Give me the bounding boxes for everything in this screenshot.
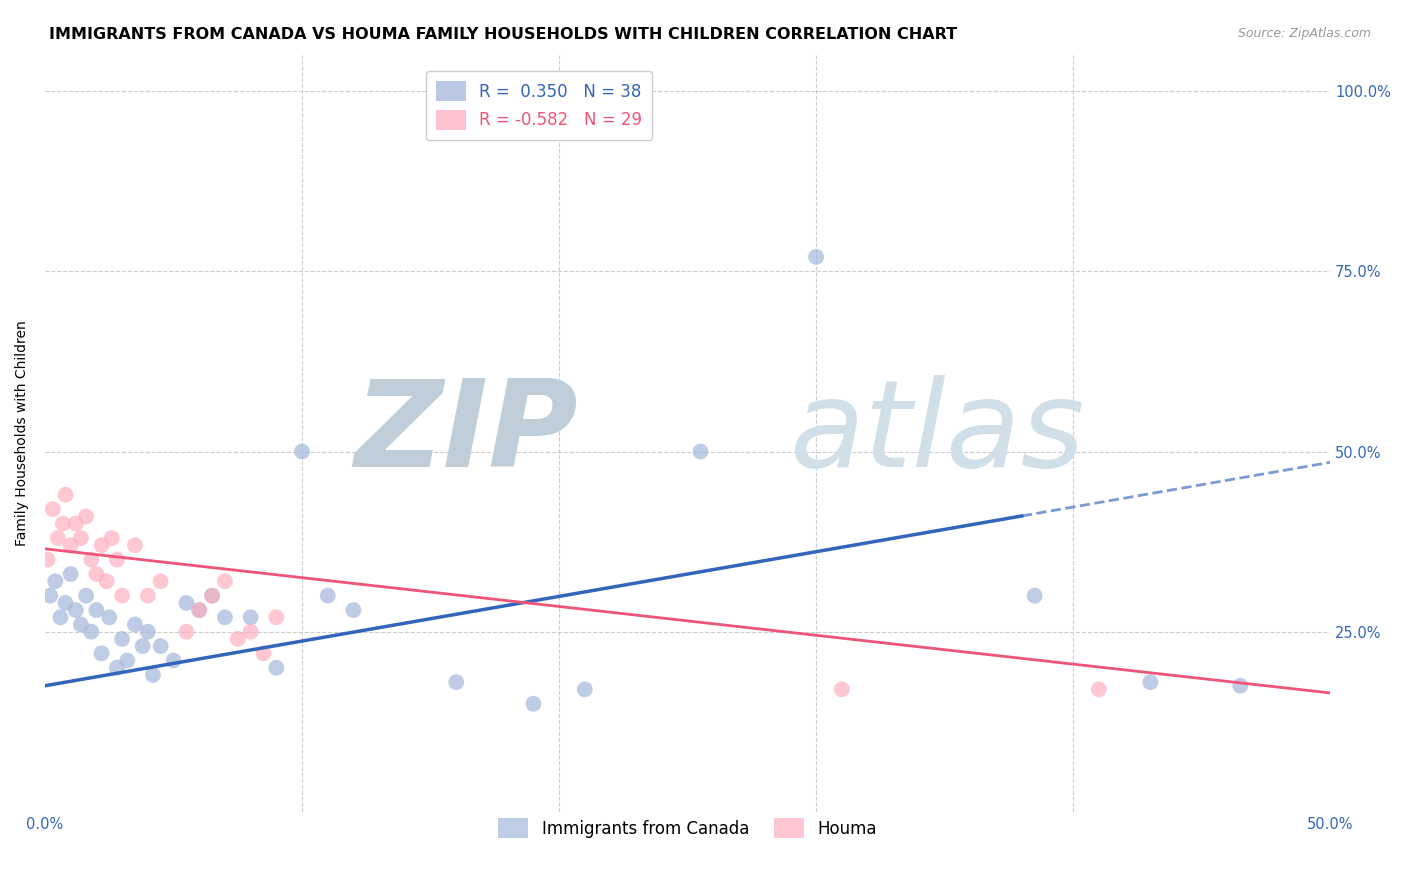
- Point: [86, 603, 108, 617]
- Point: [831, 682, 853, 697]
- Point: [176, 624, 198, 639]
- Point: [131, 639, 153, 653]
- Point: [214, 574, 236, 589]
- Point: [39, 589, 62, 603]
- Point: [149, 574, 172, 589]
- Text: atlas: atlas: [790, 375, 1085, 492]
- Point: [70, 531, 93, 545]
- Point: [37, 552, 59, 566]
- Point: [115, 654, 138, 668]
- Point: [239, 624, 262, 639]
- Point: [111, 589, 134, 603]
- Point: [266, 661, 288, 675]
- Point: [149, 639, 172, 653]
- Point: [105, 661, 128, 675]
- Point: [176, 596, 198, 610]
- Point: [201, 589, 224, 603]
- Point: [316, 589, 339, 603]
- Point: [1024, 589, 1046, 603]
- Point: [41, 502, 63, 516]
- Point: [136, 589, 159, 603]
- Legend: Immigrants from Canada, Houma: Immigrants from Canada, Houma: [492, 812, 883, 845]
- Point: [75, 589, 97, 603]
- Point: [124, 538, 146, 552]
- Point: [142, 668, 165, 682]
- Point: [214, 610, 236, 624]
- Point: [59, 538, 82, 552]
- Text: ZIP: ZIP: [354, 375, 578, 492]
- Point: [80, 552, 103, 566]
- Point: [86, 567, 108, 582]
- Point: [574, 682, 596, 697]
- Point: [96, 574, 118, 589]
- Point: [188, 603, 211, 617]
- Point: [65, 603, 87, 617]
- Point: [44, 574, 66, 589]
- Point: [46, 531, 69, 545]
- Point: [1088, 682, 1111, 697]
- Point: [75, 509, 97, 524]
- Point: [65, 516, 87, 531]
- Point: [59, 567, 82, 582]
- Point: [101, 531, 124, 545]
- Point: [252, 646, 274, 660]
- Point: [446, 675, 468, 690]
- Point: [201, 589, 224, 603]
- Point: [226, 632, 249, 646]
- Point: [90, 538, 112, 552]
- Text: Source: ZipAtlas.com: Source: ZipAtlas.com: [1237, 27, 1371, 40]
- Text: IMMIGRANTS FROM CANADA VS HOUMA FAMILY HOUSEHOLDS WITH CHILDREN CORRELATION CHAR: IMMIGRANTS FROM CANADA VS HOUMA FAMILY H…: [49, 27, 957, 42]
- Point: [136, 624, 159, 639]
- Point: [124, 617, 146, 632]
- Point: [1229, 679, 1251, 693]
- Point: [239, 610, 262, 624]
- Point: [49, 610, 72, 624]
- Point: [522, 697, 544, 711]
- Point: [70, 617, 93, 632]
- Point: [188, 603, 211, 617]
- Point: [689, 444, 711, 458]
- Point: [90, 646, 112, 660]
- Y-axis label: Family Households with Children: Family Households with Children: [15, 320, 30, 547]
- Point: [804, 250, 827, 264]
- Point: [1139, 675, 1161, 690]
- Point: [342, 603, 364, 617]
- Point: [98, 610, 121, 624]
- Point: [80, 624, 103, 639]
- Point: [55, 488, 77, 502]
- Point: [55, 596, 77, 610]
- Point: [52, 516, 75, 531]
- Point: [105, 552, 128, 566]
- Point: [291, 444, 314, 458]
- Point: [266, 610, 288, 624]
- Point: [162, 654, 184, 668]
- Point: [111, 632, 134, 646]
